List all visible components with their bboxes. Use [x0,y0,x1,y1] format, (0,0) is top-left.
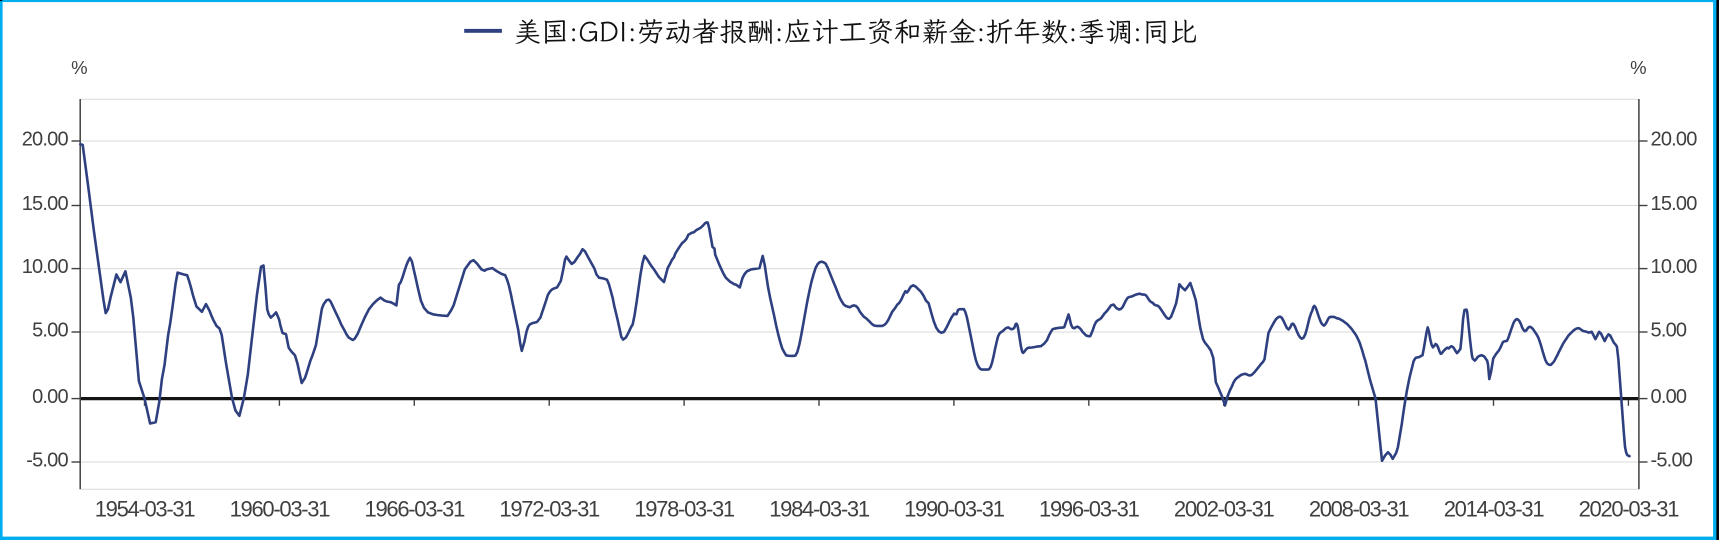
svg-text:-5.00: -5.00 [1651,450,1693,472]
svg-text:%: % [1630,57,1646,78]
svg-text:1978-03-31: 1978-03-31 [634,497,735,522]
svg-text:1996-03-31: 1996-03-31 [1039,497,1140,522]
svg-text:20.00: 20.00 [1651,129,1698,151]
svg-text:15.00: 15.00 [22,193,69,215]
svg-text:5.00: 5.00 [1651,320,1687,342]
svg-text:1990-03-31: 1990-03-31 [904,497,1005,522]
svg-text:10.00: 10.00 [1651,256,1698,278]
svg-text:0.00: 0.00 [32,386,68,408]
svg-text:1984-03-31: 1984-03-31 [769,497,870,522]
svg-text:2014-03-31: 2014-03-31 [1444,497,1545,522]
svg-text:10.00: 10.00 [22,256,69,278]
svg-text:1954-03-31: 1954-03-31 [95,497,196,522]
svg-text:2020-03-31: 2020-03-31 [1579,497,1680,522]
svg-text:-5.00: -5.00 [26,450,68,472]
svg-text:2002-03-31: 2002-03-31 [1174,497,1275,522]
svg-text:5.00: 5.00 [32,320,68,342]
svg-text:1960-03-31: 1960-03-31 [230,497,331,522]
svg-text:20.00: 20.00 [22,129,69,151]
svg-text:2008-03-31: 2008-03-31 [1309,497,1410,522]
svg-text:%: % [71,57,87,78]
svg-text:0.00: 0.00 [1651,386,1687,408]
svg-text:15.00: 15.00 [1651,193,1698,215]
svg-text:1966-03-31: 1966-03-31 [365,497,466,522]
svg-text:1972-03-31: 1972-03-31 [499,497,600,522]
